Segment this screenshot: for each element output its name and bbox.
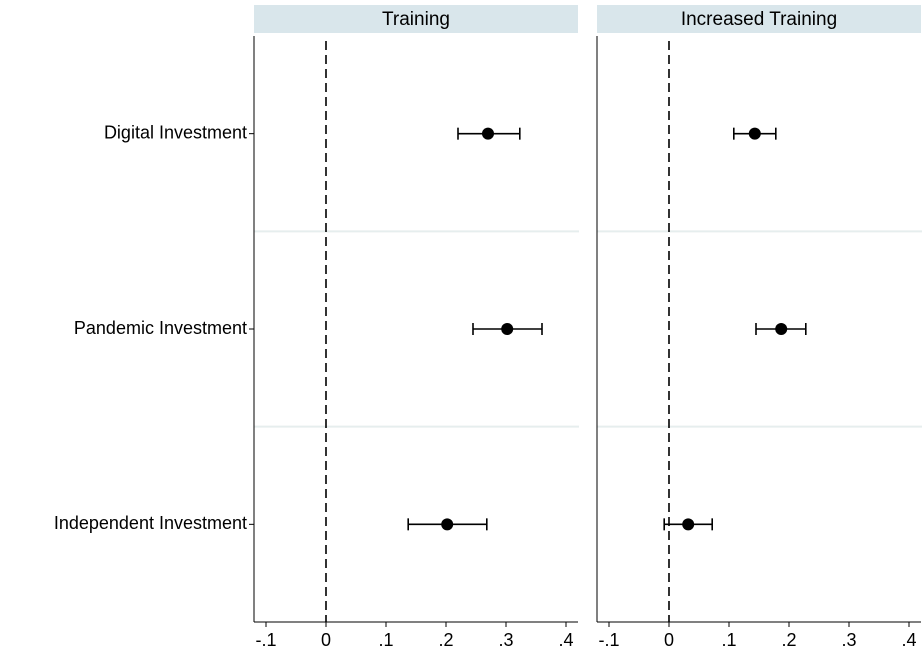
point (682, 518, 695, 531)
x-tick-label: -.1 (255, 630, 276, 650)
y-tick-label: Digital Investment (104, 122, 247, 142)
x-tick-label: .1 (378, 630, 393, 650)
point (748, 127, 761, 140)
point (482, 127, 494, 140)
point (441, 518, 454, 531)
x-tick-label: .3 (841, 630, 856, 650)
x-tick-label: .4 (901, 630, 916, 650)
point (775, 323, 788, 335)
x-tick-label: .2 (781, 630, 796, 650)
y-tick-label: Pandemic Investment (74, 318, 247, 338)
strip (254, 5, 578, 33)
y-tick-label: Independent Investment (54, 513, 247, 533)
x-tick-label: 0 (321, 630, 331, 650)
strip (597, 5, 921, 33)
point (501, 323, 514, 335)
x-tick-label: .1 (721, 630, 736, 650)
x-tick-label: .2 (438, 630, 453, 650)
x-tick-label: .4 (558, 630, 573, 650)
panel-title: Increased Training (681, 9, 837, 30)
x-tick-label: .3 (498, 630, 513, 650)
x-tick-label: 0 (664, 630, 674, 650)
panel-title: Training (382, 9, 450, 30)
x-tick-label: -.1 (598, 630, 619, 650)
